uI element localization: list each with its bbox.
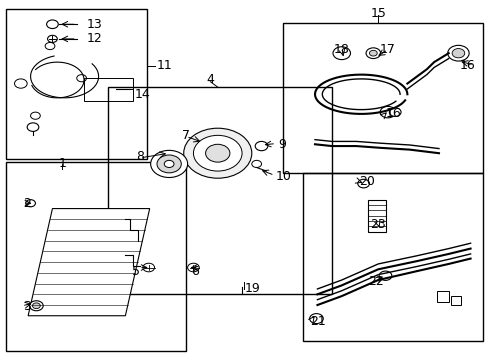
Circle shape [77,75,86,82]
Circle shape [357,179,369,188]
Text: 21: 21 [309,315,325,328]
Text: 17: 17 [379,43,395,56]
Bar [450,296,460,305]
Circle shape [255,141,267,151]
Circle shape [47,35,57,42]
Text: 4: 4 [206,73,214,86]
Text: 12: 12 [86,32,102,45]
Circle shape [45,42,55,50]
Circle shape [164,160,174,167]
Text: 13: 13 [86,18,102,31]
Circle shape [205,144,229,162]
Circle shape [447,45,468,61]
Text: 19: 19 [244,283,260,296]
Circle shape [378,271,391,280]
Circle shape [388,108,400,116]
Circle shape [142,263,154,272]
Circle shape [369,50,376,56]
Text: 10: 10 [276,170,291,183]
Text: 6: 6 [191,265,199,278]
Bar [6,162,186,351]
Circle shape [183,128,251,178]
Circle shape [26,200,35,207]
Circle shape [251,160,261,167]
Text: 5: 5 [132,265,140,278]
Bar [6,9,147,158]
Text: 9: 9 [278,138,286,151]
Circle shape [379,107,395,118]
Text: 8: 8 [136,150,143,163]
Circle shape [193,135,242,171]
Circle shape [30,112,40,119]
Circle shape [157,155,181,173]
Bar [436,292,448,302]
Circle shape [27,123,39,131]
Circle shape [451,49,464,58]
Text: 22: 22 [367,275,383,288]
Text: 16: 16 [385,107,401,120]
Bar [283,23,482,173]
Bar [302,173,482,341]
Text: 11: 11 [157,59,172,72]
Circle shape [332,47,350,60]
Text: 16: 16 [459,59,474,72]
Bar [368,200,385,232]
Text: 15: 15 [369,8,386,21]
Polygon shape [28,208,149,316]
Text: 2: 2 [23,197,31,210]
Circle shape [30,301,43,311]
Circle shape [46,20,58,28]
Text: 18: 18 [333,43,349,56]
Circle shape [150,150,187,177]
Bar [84,78,132,102]
Circle shape [366,48,380,59]
Text: 3: 3 [23,300,31,313]
Text: 1: 1 [58,157,66,170]
Circle shape [32,303,40,309]
Text: 14: 14 [135,88,150,101]
Bar [108,87,331,294]
Circle shape [15,79,27,88]
Text: 20: 20 [358,175,374,188]
Text: 7: 7 [182,129,190,142]
Text: 23: 23 [369,218,386,231]
Circle shape [187,263,199,272]
Circle shape [309,314,323,324]
